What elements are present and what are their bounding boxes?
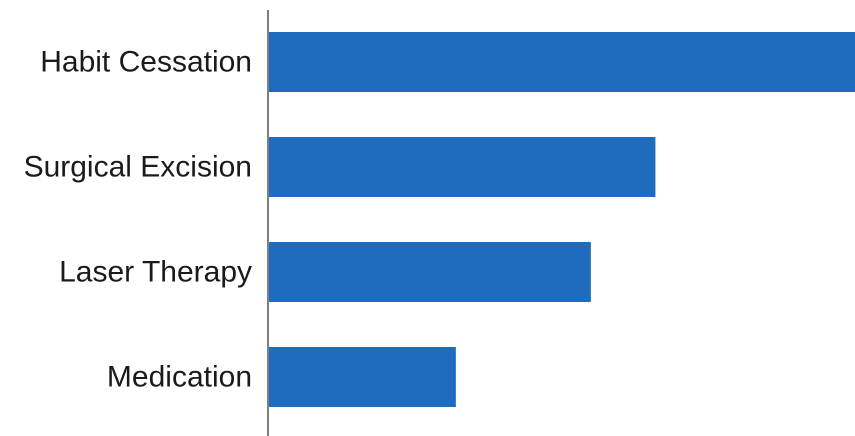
category-label: Medication (107, 361, 252, 394)
bar-medication (269, 347, 456, 407)
bars-group (269, 32, 855, 407)
category-label: Laser Therapy (59, 256, 252, 289)
category-label: Habit Cessation (40, 46, 252, 79)
bar-habit-cessation (269, 32, 855, 92)
category-labels-group: Habit Cessation Surgical Excision Laser Th… (24, 46, 252, 394)
bar-laser-therapy (269, 242, 591, 302)
category-label: Surgical Excision (24, 151, 252, 184)
bar-surgical-excision (269, 137, 656, 197)
